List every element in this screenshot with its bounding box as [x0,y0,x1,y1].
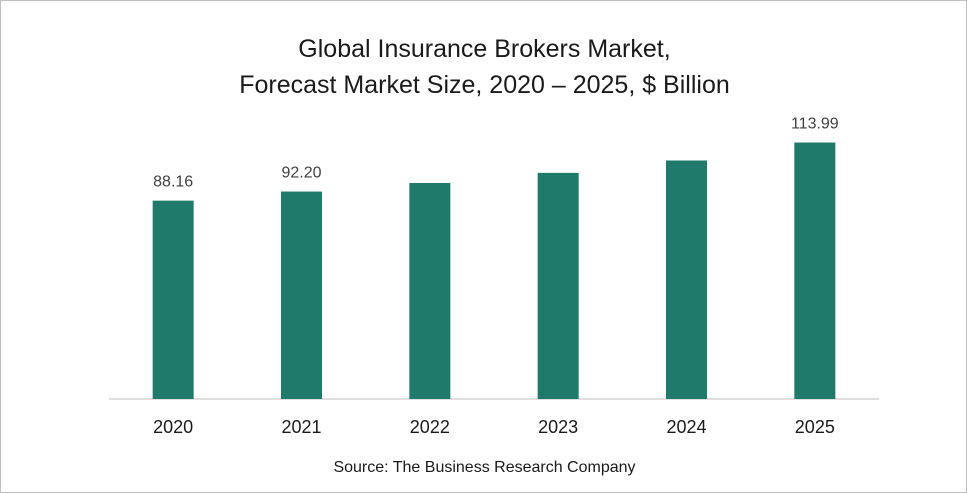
chart-title: Global Insurance Brokers Market, [298,35,671,63]
x-tick-label: 2025 [795,417,835,437]
x-tick-label: 2022 [410,417,450,437]
x-tick-label: 2024 [666,417,706,437]
bar-2022 [409,183,451,399]
data-label: 113.99 [791,116,839,133]
bar-2025 [794,142,836,399]
x-tick-label: 2020 [153,417,193,437]
bar-2021 [281,191,322,399]
source-note: Source: The Business Research Company [333,459,636,476]
bar-2024 [666,160,707,399]
x-tick-label: 2021 [281,417,321,437]
x-tick-label: 2023 [538,417,578,437]
data-label: 92.20 [281,165,321,182]
bar-2020 [152,200,194,399]
chart-title-block: Global Insurance Brokers Market, Forecas… [1,31,967,103]
bar-2023 [537,172,579,399]
chart-subtitle: Forecast Market Size, 2020 – 2025, $ Bil… [239,71,730,99]
data-label: 88.16 [153,174,193,191]
